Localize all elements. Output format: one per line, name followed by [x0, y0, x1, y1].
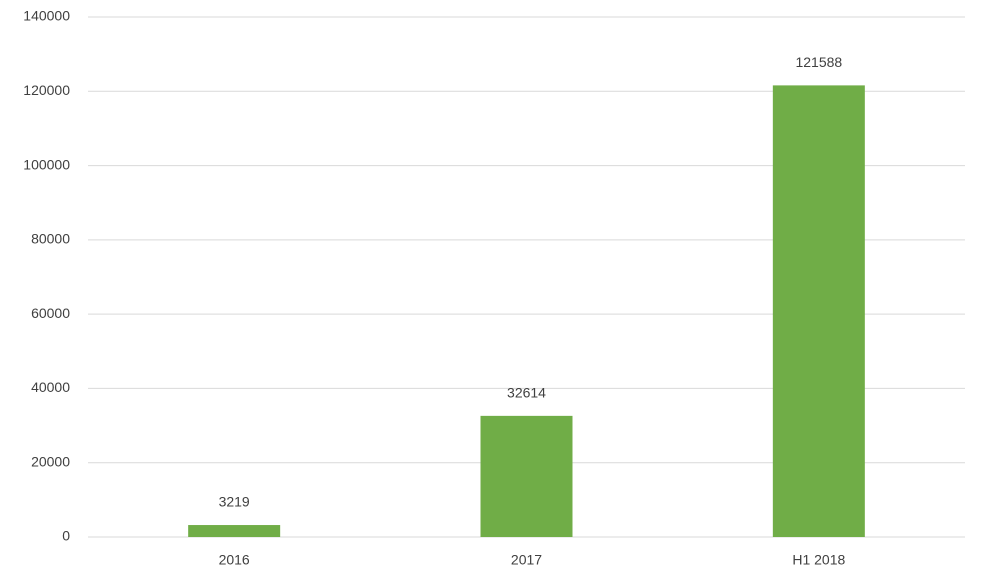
y-tick-label: 140000: [23, 8, 70, 24]
y-tick-label: 100000: [23, 156, 70, 172]
y-tick-label: 40000: [31, 379, 70, 395]
bar: [188, 525, 281, 537]
x-tick-label: 2017: [511, 552, 542, 568]
y-tick-label: 80000: [31, 231, 70, 247]
data-label: 121588: [795, 54, 842, 70]
bar: [480, 415, 573, 537]
data-label: 3219: [219, 494, 250, 510]
y-tick-label: 60000: [31, 305, 70, 321]
y-tick-label: 0: [62, 528, 70, 544]
y-tick-label: 20000: [31, 453, 70, 469]
data-label: 32614: [507, 385, 546, 401]
x-tick-label: H1 2018: [792, 552, 845, 568]
bar: [772, 85, 865, 538]
x-tick-label: 2016: [219, 552, 250, 568]
y-tick-label: 120000: [23, 82, 70, 98]
